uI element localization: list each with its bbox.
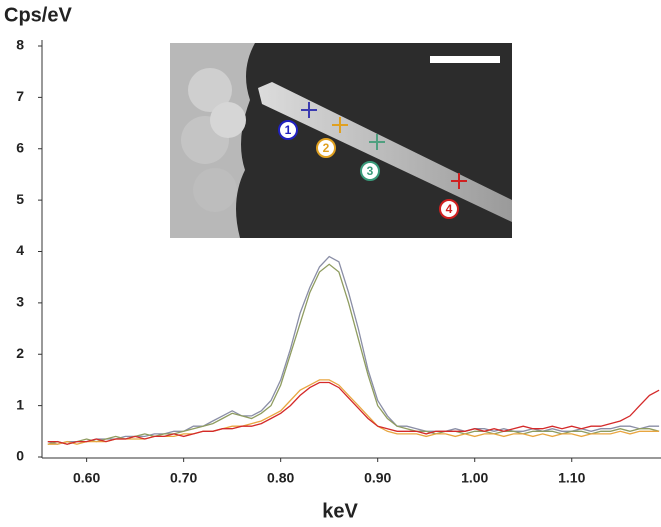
x-tick-label: 1.00 — [461, 470, 488, 486]
inset-label: 1 — [285, 123, 292, 137]
x-tick-label: 0.90 — [364, 470, 391, 486]
x-tick-label: 1.10 — [558, 470, 585, 486]
x-tick-label: 0.80 — [267, 470, 294, 486]
y-tick-label: 2 — [16, 345, 24, 361]
x-tick-label: 0.70 — [170, 470, 197, 486]
x-axis-title: keV — [322, 500, 358, 522]
spectrum-line — [47, 381, 660, 445]
y-tick-label: 6 — [16, 139, 24, 155]
spectrum-line — [47, 263, 660, 445]
inset-label: 3 — [367, 164, 374, 178]
y-axis-title: Cps/eV — [4, 4, 72, 26]
spectrum-line — [47, 255, 660, 445]
y-tick-label: 7 — [16, 88, 24, 104]
inset-label: 2 — [323, 141, 330, 155]
y-tick-label: 4 — [16, 242, 24, 258]
inset-label: 4 — [446, 202, 453, 216]
x-tick-label: 0.60 — [73, 470, 100, 486]
y-tick-label: 5 — [16, 191, 24, 207]
plot-area — [47, 255, 660, 445]
y-tick-label: 3 — [16, 294, 24, 310]
y-tick-label: 0 — [16, 448, 24, 464]
y-tick-label: 1 — [16, 396, 24, 412]
y-tick-label: 8 — [16, 37, 24, 53]
inset-image: 1 2 3 4 — [170, 43, 512, 238]
spectrum-line — [47, 379, 660, 445]
